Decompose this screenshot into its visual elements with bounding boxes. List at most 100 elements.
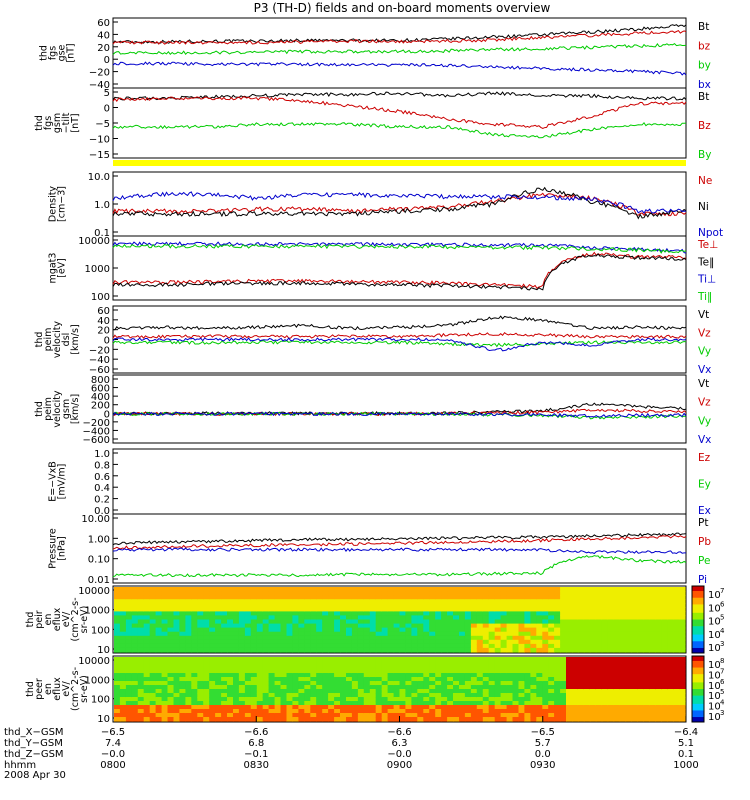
heatmap-cell [405,685,412,690]
heatmap-cell [268,685,276,690]
heatmap-cell [500,619,508,625]
heatmap-cell [250,647,258,653]
heatmap-cell [227,669,234,674]
heatmap-cell [459,669,466,674]
heatmap-cell [560,587,567,592]
heatmap-cell [405,595,412,600]
heatmap-cell [649,669,656,674]
heatmap-cell [601,681,609,686]
heatmap-cell [149,619,157,625]
heatmap-cell [399,661,406,666]
heatmap-cell [637,639,644,645]
heatmap-cell [173,631,180,637]
heatmap-cell [411,677,418,682]
heatmap-cell [583,681,591,686]
heatmap-cell [619,661,627,666]
heatmap-cell [393,717,401,722]
heatmap-cell [280,701,287,706]
heatmap-cell [643,685,650,690]
heatmap-cell [494,705,502,710]
heatmap-cell [577,713,585,718]
heatmap-cell [435,607,442,612]
heatmap-cell [244,693,252,698]
heatmap-cell [256,657,264,662]
heatmap-cell [655,595,662,600]
heatmap-cell [143,709,151,714]
heatmap-cell [227,665,234,670]
panel-frame [112,513,687,584]
heatmap-cell [595,603,603,608]
heatmap-cell [322,591,329,596]
heatmap-cell [512,611,519,617]
heatmap-cell [340,657,347,662]
heatmap-cell [554,701,561,706]
heatmap-cell [649,643,656,649]
heatmap-cell [125,701,133,706]
heatmap-cell [357,639,365,645]
heatmap-cell [137,647,145,653]
heatmap-cell [274,635,282,641]
heatmap-cell [649,677,656,682]
heatmap-cell [447,685,454,690]
heatmap-cell [131,619,139,625]
heatmap-cell [453,681,460,686]
heatmap-cell [601,717,609,722]
heatmap-cell [233,599,240,604]
heatmap-cell [566,689,573,694]
heatmap-cell [583,631,591,637]
heatmap-cell [643,623,650,629]
heatmap-cell [494,697,502,702]
heatmap-cell [114,669,121,674]
heatmap-cell [679,599,686,604]
heatmap-cell [637,635,644,641]
heatmap-cell [268,623,276,629]
heatmap-cell [583,693,591,698]
heatmap-cell [631,599,638,604]
heatmap-cell [280,681,287,686]
heatmap-cell [167,619,174,625]
heatmap-cell [518,661,525,666]
y-axis-label: [cm−3] [57,186,68,222]
heatmap-cell [328,677,335,682]
x-row-value: −0.0 [101,749,125,760]
heatmap-cell [334,713,341,718]
panels-group: 6040200−20−40thdfgsgse[nT]Btbzbybx50−5−1… [25,17,725,725]
heatmap-cell [476,665,484,670]
heatmap-cell [328,661,335,666]
heatmap-cell [476,595,484,600]
heatmap-cell [441,647,448,653]
heatmap-cell [346,639,353,645]
heatmap-cell [667,661,674,666]
heatmap-cell [316,643,323,649]
heatmap-cell [381,611,389,617]
heatmap-cell [464,693,472,698]
heatmap-cell [470,587,478,592]
heatmap-cell [268,587,276,592]
heatmap-cell [197,587,204,592]
heatmap-cell [524,689,531,694]
heatmap-cell [155,615,163,621]
heatmap-cell [536,603,543,608]
heatmap-cell [357,631,365,637]
heatmap-cell [215,639,222,645]
heatmap-cell [209,673,216,678]
heatmap-cell [464,591,472,596]
heatmap-cell [566,623,573,629]
heatmap-cell [417,665,424,670]
heatmap-cell [119,709,127,714]
heatmap-cell [411,631,418,637]
heatmap-cell [637,717,644,722]
heatmap-cell [316,713,323,718]
colorbar-step [692,697,704,700]
heatmap-cell [375,615,383,621]
heatmap-cell [524,639,531,645]
heatmap-cell [464,635,472,641]
heatmap-cell [494,631,502,637]
heatmap-cell [114,607,121,612]
heatmap-cell [197,677,204,682]
heatmap-cell [197,647,204,653]
heatmap-cell [459,689,466,694]
heatmap-cell [595,607,603,612]
heatmap-cell [536,635,543,641]
heatmap-cell [679,627,686,633]
